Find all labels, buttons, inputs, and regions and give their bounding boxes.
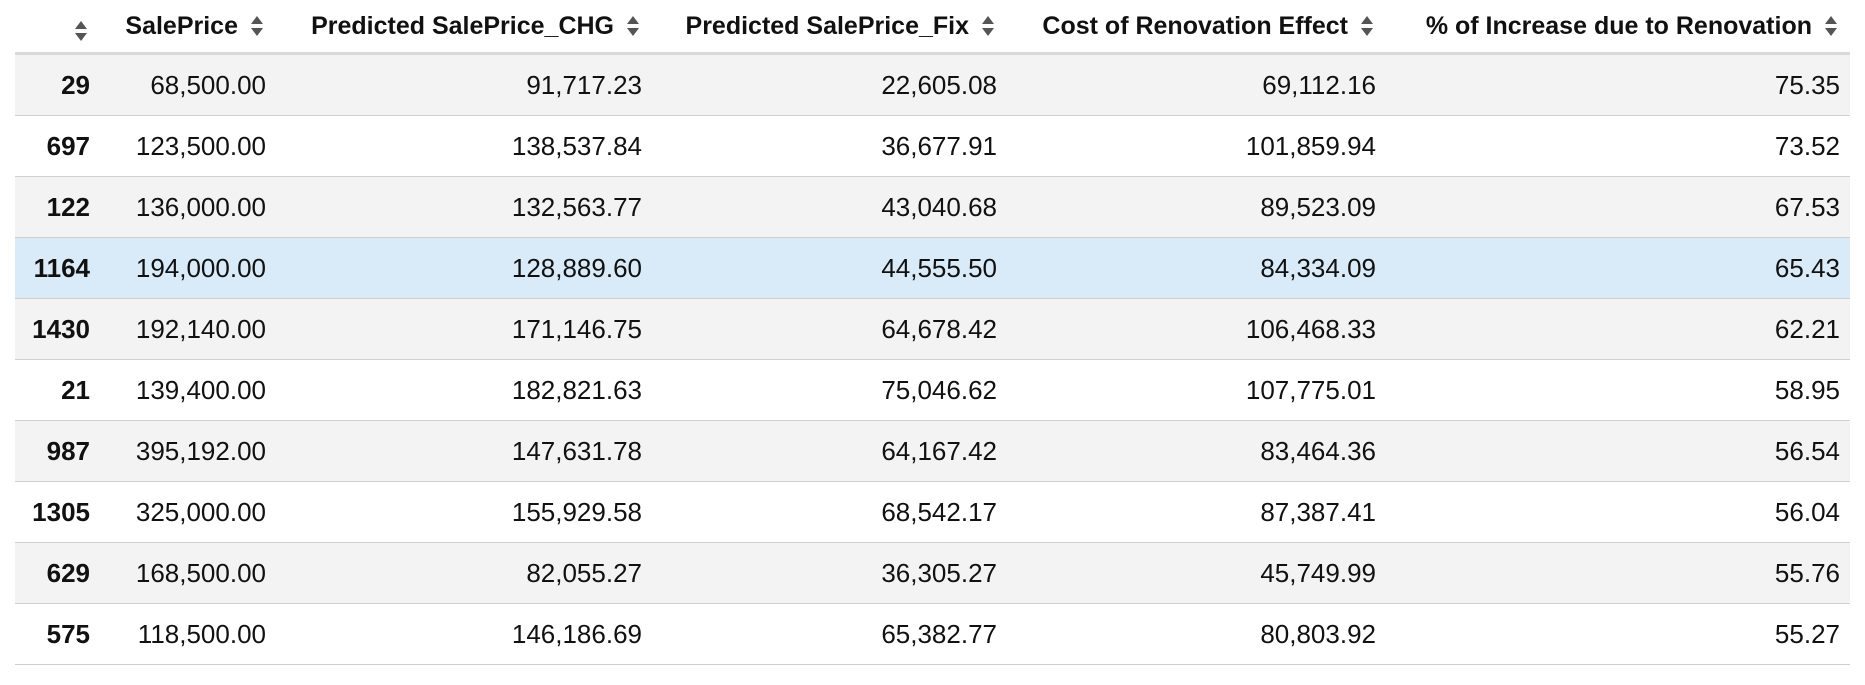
table-cell: 87,387.41: [1007, 481, 1386, 543]
column-header-cost-of-renovation-effect[interactable]: Cost of Renovation Effect: [1007, 0, 1386, 55]
table-cell: 82,055.27: [276, 542, 652, 604]
table-cell: 22,605.08: [652, 53, 1007, 116]
row-index-cell: 29: [15, 53, 100, 116]
column-header-label: Predicted SalePrice_CHG: [311, 11, 614, 40]
table-cell: 69,112.16: [1007, 53, 1386, 116]
row-index-cell: 575: [15, 603, 100, 665]
column-header-label: % of Increase due to Renovation: [1425, 11, 1812, 40]
table-row[interactable]: 575 118,500.00 146,186.69 65,382.77 80,803.9…: [15, 603, 1850, 665]
table-cell: 73.52: [1386, 115, 1850, 177]
data-table-container: SalePrice Predicted SalePrice_CHG Predic…: [15, 0, 1850, 665]
table-row[interactable]: 1430 192,140.00 171,146.75 64,678.42 106,468…: [15, 298, 1850, 360]
sort-icon[interactable]: [74, 19, 88, 43]
sort-icon[interactable]: [626, 14, 640, 38]
column-header-index[interactable]: [15, 0, 100, 55]
table-cell: 192,140.00: [100, 298, 276, 360]
table-cell: 75,046.62: [652, 359, 1007, 421]
table-cell: 67.53: [1386, 176, 1850, 238]
table-cell: 132,563.77: [276, 176, 652, 238]
table-cell: 138,537.84: [276, 115, 652, 177]
table-cell: 43,040.68: [652, 176, 1007, 238]
table-cell: 83,464.36: [1007, 420, 1386, 482]
table-cell: 101,859.94: [1007, 115, 1386, 177]
table-row[interactable]: 987 395,192.00 147,631.78 64,167.42 83,464.3…: [15, 420, 1850, 482]
table-cell: 62.21: [1386, 298, 1850, 360]
table-cell: 56.54: [1386, 420, 1850, 482]
table-row[interactable]: 1305 325,000.00 155,929.58 68,542.17 87,387.…: [15, 481, 1850, 543]
sort-icon[interactable]: [250, 14, 264, 38]
table-cell: 80,803.92: [1007, 603, 1386, 665]
row-index-cell: 1305: [15, 481, 100, 543]
column-header-predicted-saleprice-chg[interactable]: Predicted SalePrice_CHG: [276, 0, 652, 55]
row-index-cell: 122: [15, 176, 100, 238]
row-index-cell: 629: [15, 542, 100, 604]
row-index-cell: 1430: [15, 298, 100, 360]
table-row[interactable]: 629 168,500.00 82,055.27 36,305.27 45,749.99…: [15, 542, 1850, 604]
row-index-cell: 1164: [15, 237, 100, 299]
row-index-cell: 987: [15, 420, 100, 482]
sort-icon[interactable]: [1824, 14, 1838, 38]
sort-icon[interactable]: [981, 14, 995, 38]
table-cell: 58.95: [1386, 359, 1850, 421]
table-body: 29 68,500.00 91,717.23 22,605.08 69,112.16 75…: [15, 53, 1850, 665]
table-cell: 65.43: [1386, 237, 1850, 299]
table-cell: 136,000.00: [100, 176, 276, 238]
column-header-label: Cost of Renovation Effect: [1042, 11, 1348, 40]
row-index-cell: 697: [15, 115, 100, 177]
table-header-row: SalePrice Predicted SalePrice_CHG Predic…: [15, 0, 1850, 55]
table-row[interactable]: 1164 194,000.00 128,889.60 44,555.50 84,334.…: [15, 237, 1850, 299]
table-cell: 68,542.17: [652, 481, 1007, 543]
table-cell: 147,631.78: [276, 420, 652, 482]
table-cell: 171,146.75: [276, 298, 652, 360]
table-cell: 55.76: [1386, 542, 1850, 604]
table-cell: 65,382.77: [652, 603, 1007, 665]
data-table: SalePrice Predicted SalePrice_CHG Predic…: [15, 0, 1850, 665]
table-row[interactable]: 29 68,500.00 91,717.23 22,605.08 69,112.16 75…: [15, 53, 1850, 116]
table-cell: 155,929.58: [276, 481, 652, 543]
table-cell: 36,305.27: [652, 542, 1007, 604]
table-cell: 36,677.91: [652, 115, 1007, 177]
table-row[interactable]: 21 139,400.00 182,821.63 75,046.62 107,775.0…: [15, 359, 1850, 421]
table-cell: 325,000.00: [100, 481, 276, 543]
table-cell: 75.35: [1386, 53, 1850, 116]
table-cell: 182,821.63: [276, 359, 652, 421]
sort-icon[interactable]: [1360, 14, 1374, 38]
table-cell: 84,334.09: [1007, 237, 1386, 299]
table-cell: 395,192.00: [100, 420, 276, 482]
row-index-cell: 21: [15, 359, 100, 421]
column-header-label: Predicted SalePrice_Fix: [685, 11, 969, 40]
column-header-percent-increase[interactable]: % of Increase due to Renovation: [1386, 0, 1850, 55]
column-header-saleprice[interactable]: SalePrice: [100, 0, 276, 55]
table-cell: 168,500.00: [100, 542, 276, 604]
table-cell: 89,523.09: [1007, 176, 1386, 238]
table-cell: 68,500.00: [100, 53, 276, 116]
table-cell: 128,889.60: [276, 237, 652, 299]
table-cell: 139,400.00: [100, 359, 276, 421]
table-cell: 107,775.01: [1007, 359, 1386, 421]
table-cell: 55.27: [1386, 603, 1850, 665]
table-cell: 45,749.99: [1007, 542, 1386, 604]
table-cell: 44,555.50: [652, 237, 1007, 299]
table-cell: 146,186.69: [276, 603, 652, 665]
column-header-label: SalePrice: [125, 11, 238, 40]
table-cell: 118,500.00: [100, 603, 276, 665]
table-cell: 56.04: [1386, 481, 1850, 543]
table-row[interactable]: 122 136,000.00 132,563.77 43,040.68 89,523.0…: [15, 176, 1850, 238]
column-header-predicted-saleprice-fix[interactable]: Predicted SalePrice_Fix: [652, 0, 1007, 55]
table-cell: 123,500.00: [100, 115, 276, 177]
table-cell: 91,717.23: [276, 53, 652, 116]
table-cell: 106,468.33: [1007, 298, 1386, 360]
table-cell: 64,167.42: [652, 420, 1007, 482]
table-row[interactable]: 697 123,500.00 138,537.84 36,677.91 101,859.…: [15, 115, 1850, 177]
table-cell: 194,000.00: [100, 237, 276, 299]
table-cell: 64,678.42: [652, 298, 1007, 360]
